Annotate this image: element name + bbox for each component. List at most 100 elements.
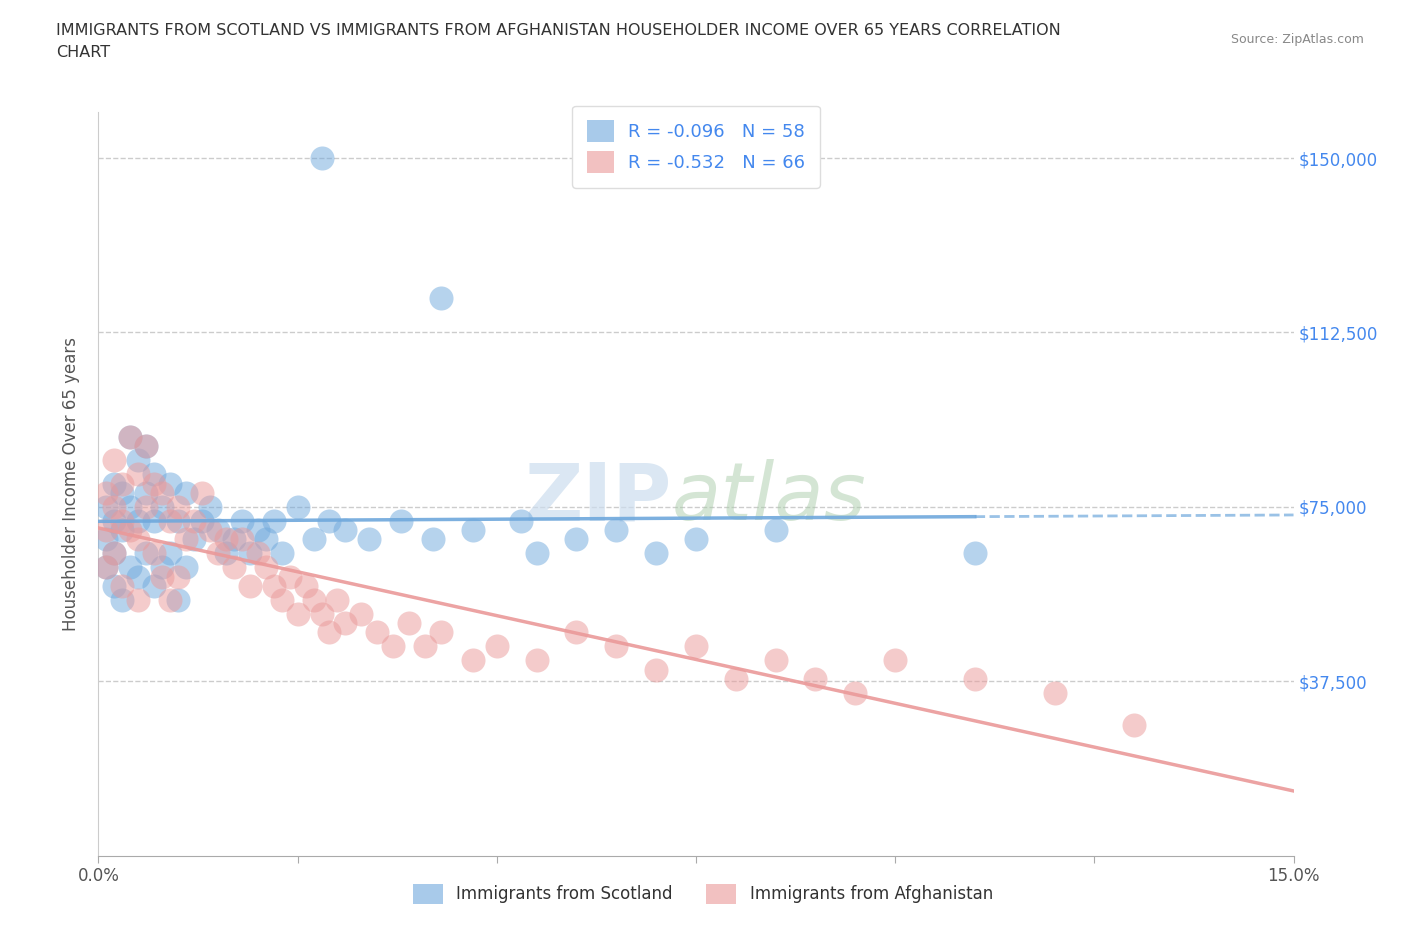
Point xyxy=(191,485,214,500)
Point xyxy=(127,453,149,468)
Point xyxy=(127,592,149,607)
Point xyxy=(645,662,668,677)
Point xyxy=(215,546,238,561)
Point xyxy=(270,592,292,607)
Point xyxy=(120,430,142,445)
Point xyxy=(765,523,787,538)
Point xyxy=(270,546,292,561)
Point xyxy=(159,546,181,561)
Point xyxy=(765,653,787,668)
Point xyxy=(103,513,125,528)
Point xyxy=(174,560,197,575)
Point xyxy=(287,606,309,621)
Point xyxy=(884,653,907,668)
Point xyxy=(239,578,262,593)
Point xyxy=(389,513,412,528)
Point xyxy=(198,523,221,538)
Point xyxy=(111,485,134,500)
Point xyxy=(103,546,125,561)
Point xyxy=(963,546,986,561)
Point xyxy=(96,560,118,575)
Point xyxy=(174,532,197,547)
Point xyxy=(135,499,157,514)
Point xyxy=(335,616,357,631)
Point xyxy=(143,578,166,593)
Point xyxy=(287,499,309,514)
Point xyxy=(103,578,125,593)
Point xyxy=(685,639,707,654)
Point xyxy=(359,532,381,547)
Point xyxy=(318,513,340,528)
Point xyxy=(207,523,229,538)
Point xyxy=(150,560,173,575)
Point xyxy=(127,532,149,547)
Point xyxy=(198,499,221,514)
Point xyxy=(645,546,668,561)
Point xyxy=(804,671,827,686)
Point xyxy=(103,499,125,514)
Point xyxy=(382,639,405,654)
Point xyxy=(302,532,325,547)
Point xyxy=(167,499,190,514)
Text: CHART: CHART xyxy=(56,45,110,60)
Point xyxy=(685,532,707,547)
Point xyxy=(183,532,205,547)
Point xyxy=(222,560,245,575)
Point xyxy=(215,532,238,547)
Point xyxy=(96,499,118,514)
Point xyxy=(111,592,134,607)
Point xyxy=(111,476,134,491)
Point xyxy=(183,513,205,528)
Point xyxy=(263,513,285,528)
Point xyxy=(127,467,149,482)
Point xyxy=(159,476,181,491)
Point xyxy=(366,625,388,640)
Point xyxy=(103,476,125,491)
Point xyxy=(430,625,453,640)
Point xyxy=(222,532,245,547)
Point xyxy=(159,592,181,607)
Point xyxy=(143,467,166,482)
Point xyxy=(120,430,142,445)
Point xyxy=(159,513,181,528)
Point xyxy=(246,523,269,538)
Point xyxy=(294,578,316,593)
Point xyxy=(135,439,157,454)
Point xyxy=(103,453,125,468)
Point xyxy=(1043,685,1066,700)
Point xyxy=(311,151,333,166)
Point xyxy=(111,578,134,593)
Y-axis label: Householder Income Over 65 years: Householder Income Over 65 years xyxy=(62,337,80,631)
Point xyxy=(485,639,508,654)
Legend: Immigrants from Scotland, Immigrants from Afghanistan: Immigrants from Scotland, Immigrants fro… xyxy=(405,875,1001,912)
Point xyxy=(302,592,325,607)
Point xyxy=(318,625,340,640)
Point xyxy=(605,639,627,654)
Point xyxy=(174,485,197,500)
Point xyxy=(335,523,357,538)
Point xyxy=(120,499,142,514)
Point xyxy=(103,546,125,561)
Text: Source: ZipAtlas.com: Source: ZipAtlas.com xyxy=(1230,33,1364,46)
Point xyxy=(263,578,285,593)
Point xyxy=(422,532,444,547)
Text: IMMIGRANTS FROM SCOTLAND VS IMMIGRANTS FROM AFGHANISTAN HOUSEHOLDER INCOME OVER : IMMIGRANTS FROM SCOTLAND VS IMMIGRANTS F… xyxy=(56,23,1062,38)
Point xyxy=(231,532,253,547)
Point xyxy=(96,485,118,500)
Point xyxy=(350,606,373,621)
Point xyxy=(246,546,269,561)
Point xyxy=(150,485,173,500)
Point xyxy=(844,685,866,700)
Point xyxy=(111,513,134,528)
Point xyxy=(509,513,531,528)
Point xyxy=(135,485,157,500)
Point xyxy=(724,671,747,686)
Point xyxy=(963,671,986,686)
Point xyxy=(127,569,149,584)
Point xyxy=(143,513,166,528)
Point xyxy=(1123,718,1146,733)
Point xyxy=(120,523,142,538)
Point xyxy=(167,592,190,607)
Text: ZIP: ZIP xyxy=(524,459,672,538)
Point xyxy=(127,513,149,528)
